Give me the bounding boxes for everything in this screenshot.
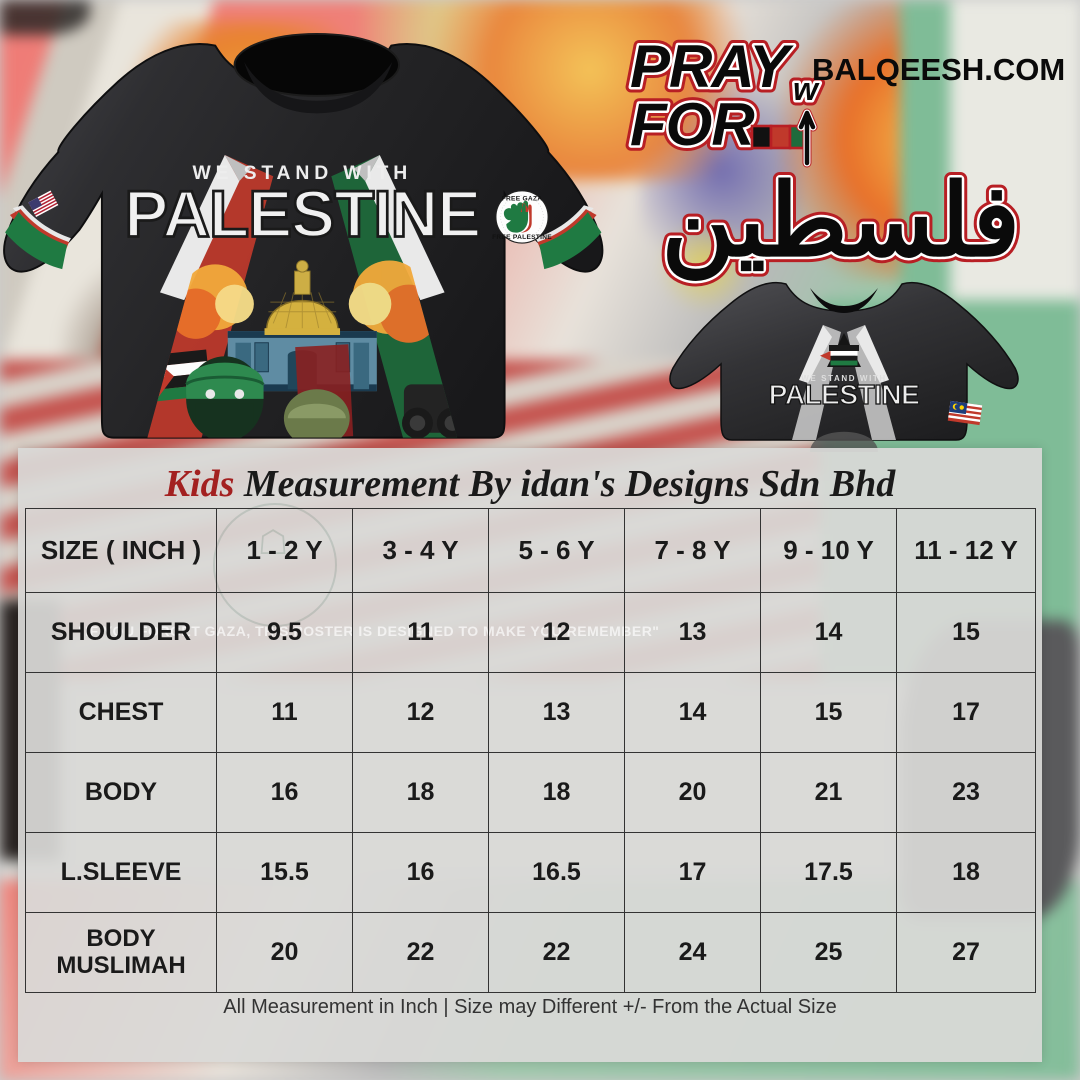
svg-text:PRAY: PRAY bbox=[630, 33, 794, 100]
svg-text:BALQEESH.COM: BALQEESH.COM bbox=[812, 52, 1065, 87]
svg-text:FOR: FOR bbox=[630, 91, 754, 158]
svg-text:فلسطين: فلسطين bbox=[662, 166, 1020, 281]
